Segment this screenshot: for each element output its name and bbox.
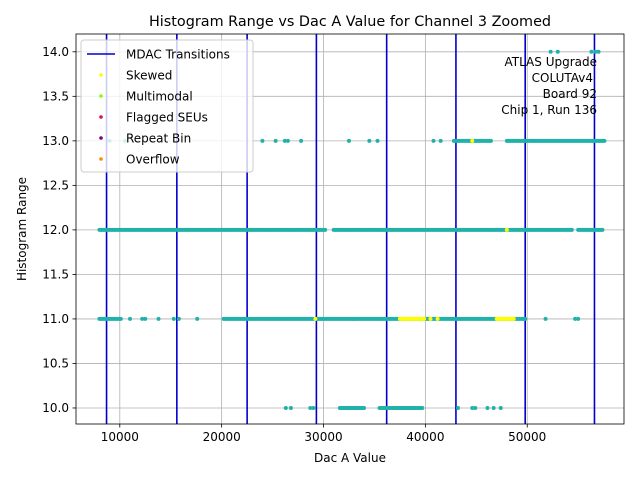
legend-label-flagged-seus: Flagged SEUs [126,111,208,125]
x-tick-label: 30000 [304,430,342,444]
x-tick-label: 50000 [508,430,546,444]
legend-label-overflow: Overflow [126,153,180,167]
axis-ticks: 10000 20000 30000 40000 50000 10.0 10.5 11.0 11.… [42,45,546,444]
data-point [438,138,443,143]
legend-repeat-bin-swatch [99,136,103,140]
y-tick-label: 12.0 [42,223,69,237]
data-points [97,49,607,410]
data-point [346,138,351,143]
data-point [589,49,594,54]
skewed-point [428,316,433,321]
data-point [285,138,290,143]
x-tick-label: 40000 [406,430,444,444]
x-tick-label: 20000 [203,430,241,444]
legend-label-mdac: MDAC Transitions [126,48,230,62]
y-tick-label: 13.0 [42,134,69,148]
data-point [282,138,287,143]
x-tick-label: 10000 [101,430,139,444]
skewed-point [313,316,318,321]
legend-label-multimodal: Multimodal [126,90,193,104]
annotation-line-1: ATLAS Upgrade [504,55,597,69]
legend-skewed-swatch [99,73,103,77]
data-point [548,49,553,54]
data-point [299,138,304,143]
data-point [311,405,316,410]
y-tick-label: 10.5 [42,357,69,371]
run-annotation: ATLAS Upgrade COLUTAv4 Board 92 Chip 1, … [501,55,597,117]
data-point [593,49,598,54]
data-point [555,49,560,54]
data-point [156,316,161,321]
legend: MDAC Transitions Skewed Multimodal Flagg… [80,39,254,173]
data-point [596,49,601,54]
data-point [323,227,328,232]
legend-label-repeat-bin: Repeat Bin [126,132,191,146]
data-point [260,138,265,143]
data-point [485,405,490,410]
data-point [195,316,200,321]
data-point [455,405,460,410]
annotation-line-3: Board 92 [543,87,597,101]
data-point [118,316,123,321]
data-point [367,138,372,143]
data-point [288,405,293,410]
data-point [573,316,578,321]
data-point [491,405,496,410]
legend-multimodal-swatch [99,94,103,98]
data-point [143,316,148,321]
chart-title: Histogram Range vs Dac A Value for Chann… [149,14,551,30]
data-point [543,316,548,321]
legend-overflow-swatch [99,157,103,161]
data-point [127,316,132,321]
x-axis-label: Dac A Value [314,451,386,465]
data-point [576,316,581,321]
data-point [470,405,475,410]
data-point [473,405,478,410]
skewed-point [470,138,475,143]
y-tick-label: 11.5 [42,268,69,282]
data-point [273,138,278,143]
data-point [602,138,607,143]
data-point [523,316,528,321]
data-point [176,316,181,321]
plot-frame [75,33,625,425]
annotation-line-2: COLUTAv4 [532,71,593,85]
data-point [600,227,605,232]
data-point [283,405,288,410]
data-point [171,316,176,321]
y-axis-label: Histogram Range [15,177,29,281]
skewed-point [504,227,509,232]
y-tick-label: 12.5 [42,179,69,193]
skewed-point [422,316,427,321]
annotation-line-4: Chip 1, Run 136 [501,103,597,117]
y-tick-label: 10.0 [42,401,69,415]
data-point [308,405,313,410]
y-tick-label: 11.0 [42,312,69,326]
data-point [420,405,425,410]
legend-box [80,39,254,173]
legend-flagged-seus-swatch [99,115,103,119]
skewed-point [435,316,440,321]
legend-label-skewed: Skewed [126,69,172,83]
data-point [362,405,367,410]
y-tick-label: 14.0 [42,45,69,59]
data-point [488,138,493,143]
data-point [569,227,574,232]
data-point [498,405,503,410]
data-point [140,316,145,321]
y-tick-label: 13.5 [42,90,69,104]
data-point [375,138,380,143]
skewed-point [511,316,516,321]
data-point [431,138,436,143]
